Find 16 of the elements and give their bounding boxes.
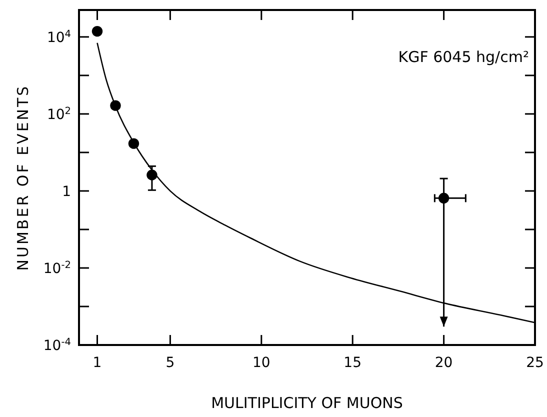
point [438, 192, 450, 204]
x-tick-label: 20 [434, 355, 453, 371]
x-tick-label: 10 [252, 355, 270, 371]
x-tick-label: 5 [166, 355, 175, 371]
annotation: KGF 6045 hg/cm² [398, 48, 529, 66]
y-tick-label: 10$^{4}$ [46, 28, 71, 46]
y-tick-label: 10$^{-4}$ [43, 336, 71, 354]
y-tick-label: 10$^{-2}$ [43, 259, 71, 277]
y-tick-label: 1 [62, 184, 71, 200]
point [92, 26, 103, 37]
x-tick-label: 25 [526, 355, 544, 371]
x-tick-label: 15 [344, 355, 362, 371]
x-axis-title: MULITIPLICITY OF MUONS [211, 394, 403, 412]
x-tick-label: 1 [92, 355, 102, 371]
y-tick-label: 10$^{2}$ [46, 105, 71, 123]
y-axis-title: NUMBER OF EVENTS [14, 84, 32, 271]
